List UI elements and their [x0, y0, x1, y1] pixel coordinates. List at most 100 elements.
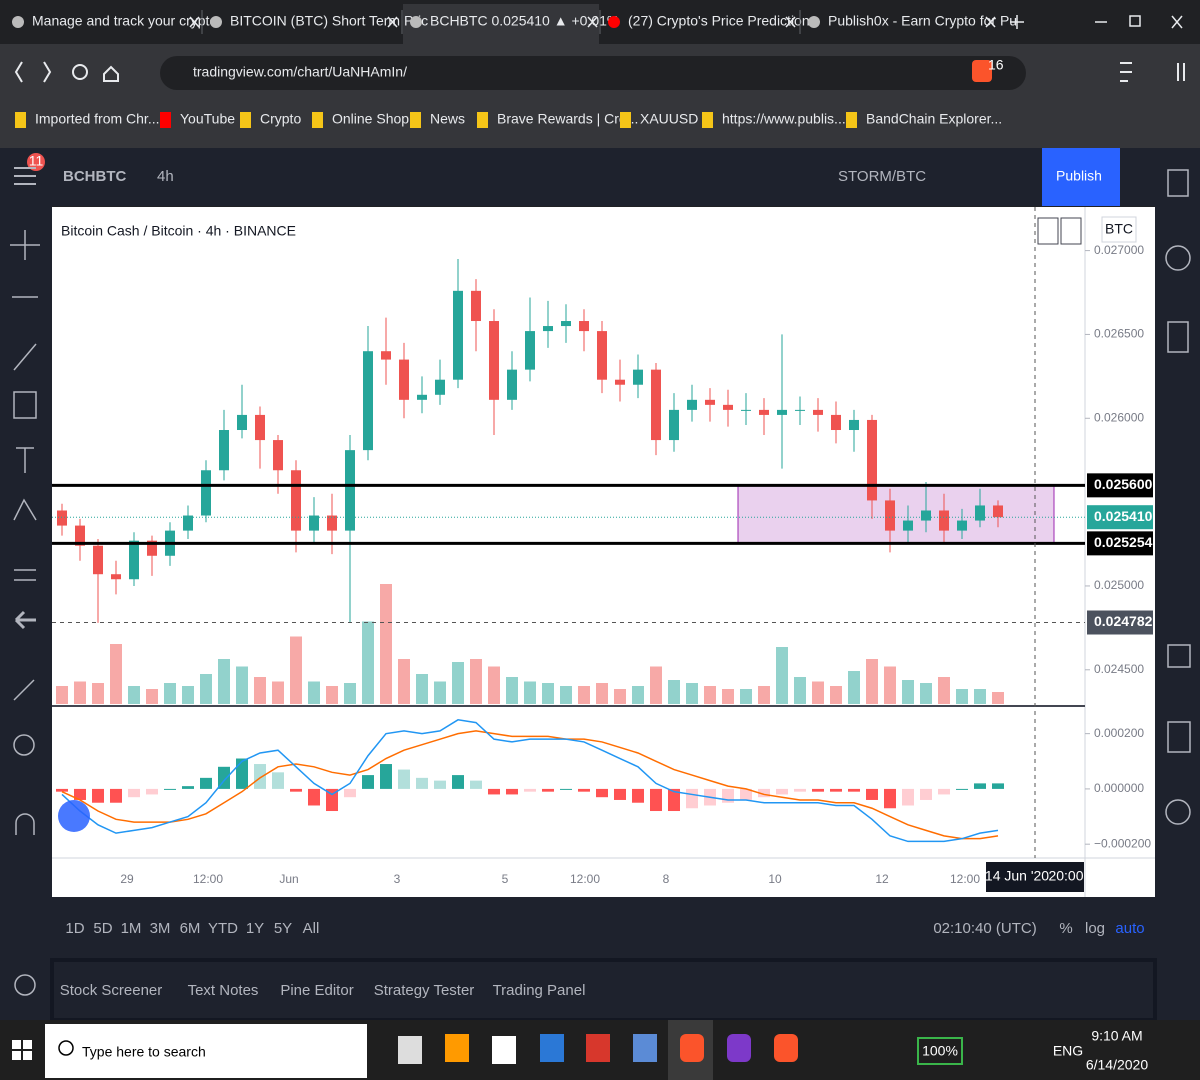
panel-tab[interactable]: Pine Editor [280, 982, 353, 999]
tab-close[interactable] [785, 16, 796, 28]
range-button[interactable]: 6M [180, 920, 201, 937]
chart-area[interactable] [52, 207, 1155, 897]
clock-date[interactable]: 6/14/2020 [1086, 1057, 1148, 1073]
tab-close[interactable] [189, 16, 200, 28]
bookmark[interactable]: XAUUSD [640, 111, 698, 127]
bookmark[interactable]: BandChain Explorer... [866, 111, 1002, 127]
brave-icon[interactable] [972, 60, 992, 82]
publish-button[interactable] [1042, 148, 1120, 206]
range-button[interactable]: 1Y [246, 920, 264, 937]
menu-icons[interactable] [1120, 62, 1185, 82]
macd-histogram [200, 777, 212, 789]
candle-body [93, 545, 103, 575]
candle-body [867, 419, 877, 501]
candle-body [759, 409, 769, 415]
tab-title[interactable]: (27) Crypto's Price Prediction [628, 13, 810, 29]
log-toggle[interactable]: log [1085, 920, 1105, 937]
tab-close[interactable] [587, 16, 598, 28]
candle-body [795, 409, 805, 411]
tab-icon [808, 16, 820, 28]
home[interactable] [103, 65, 119, 82]
candle-body [777, 409, 787, 415]
reset-button[interactable] [1060, 217, 1082, 245]
candle-body [975, 505, 985, 521]
tab-title[interactable]: BCHBTC 0.025410 ▲ +0.01% [430, 13, 619, 29]
taskbar-apps[interactable] [398, 1020, 798, 1080]
nav-arrows[interactable] [14, 61, 52, 83]
url[interactable]: tradingview.com/chart/UaNHAmIn/ [193, 64, 407, 80]
range-button[interactable]: YTD [208, 920, 238, 937]
interval[interactable]: 4h [157, 168, 174, 185]
tool-icons[interactable] [10, 169, 1191, 996]
time-label: 12:00 [950, 872, 980, 886]
bookmark[interactable]: https://www.publis... [722, 111, 846, 127]
publish[interactable]: Publish [1056, 168, 1102, 184]
search-placeholder[interactable]: Type here to search [82, 1044, 206, 1060]
range-button[interactable]: 1M [121, 920, 142, 937]
candle-body [363, 351, 373, 451]
window-controls[interactable] [1010, 15, 1183, 29]
panel-tab[interactable]: Trading Panel [493, 982, 586, 999]
active-tab[interactable] [403, 4, 599, 44]
tab-close[interactable] [985, 16, 996, 28]
search-box[interactable] [45, 1024, 367, 1078]
bookmark[interactable]: Online Shop [332, 111, 409, 127]
tv-menu[interactable] [14, 167, 36, 185]
candle-body [381, 351, 391, 360]
volume-bar [236, 666, 248, 704]
macd-histogram [812, 788, 824, 792]
panel-tab[interactable]: Text Notes [188, 982, 259, 999]
range-button[interactable]: 1D [65, 920, 84, 937]
search-icon [58, 1040, 74, 1056]
panel-tab[interactable]: Stock Screener [60, 982, 163, 999]
scale-label[interactable]: BTC [1105, 221, 1133, 237]
bookmark[interactable]: Brave Rewards | Cre... [497, 111, 638, 127]
clock-time[interactable]: 9:10 AM [1091, 1028, 1142, 1044]
volume-bar [740, 689, 752, 704]
bookmark[interactable]: News [430, 111, 465, 127]
tab-title[interactable]: Manage and track your crypto [32, 13, 217, 29]
candle-body [201, 470, 211, 516]
range-button[interactable]: 3M [150, 920, 171, 937]
bookmark[interactable]: Crypto [260, 111, 301, 127]
tab-close[interactable] [387, 16, 398, 28]
reload[interactable] [72, 64, 88, 80]
macd-histogram [830, 788, 842, 792]
volume-bar [830, 686, 842, 704]
macd-histogram [776, 788, 788, 795]
utc-clock[interactable]: 02:10:40 (UTC) [933, 920, 1036, 937]
battery[interactable]: 100% [922, 1043, 958, 1059]
language[interactable]: ENG [1053, 1043, 1083, 1059]
scale-label-box[interactable] [1101, 216, 1137, 243]
volume-bar [848, 671, 860, 704]
time-label: 5 [502, 872, 509, 886]
battery-box[interactable] [917, 1037, 963, 1065]
candle-body [345, 450, 355, 531]
scroll-button[interactable] [1037, 217, 1059, 245]
range-button[interactable]: 5Y [274, 920, 292, 937]
candle-body [525, 331, 535, 370]
range-button[interactable]: 5D [93, 920, 112, 937]
volume-bar [632, 686, 644, 704]
tab-title[interactable]: BITCOIN (BTC) Short Term Pric [230, 13, 428, 29]
volume-bar [812, 681, 824, 704]
bookmark-icon [846, 112, 857, 128]
bookmark[interactable]: YouTube [180, 111, 235, 127]
panel-tab[interactable]: Strategy Tester [374, 982, 475, 999]
range-button[interactable]: All [303, 920, 320, 937]
tab-title[interactable]: Publish0x - Earn Crypto for Pu [828, 13, 1017, 29]
symbol[interactable]: BCHBTC [63, 168, 126, 185]
bookmark[interactable]: Imported from Chr... [35, 111, 159, 127]
price-tick-label: 0.024500 [1094, 662, 1144, 676]
macd-histogram [542, 788, 554, 792]
tab-icon [608, 16, 620, 28]
compare[interactable]: STORM/BTC [838, 168, 926, 185]
start-button[interactable] [12, 1040, 32, 1060]
bookmark-icon [160, 112, 171, 128]
macd-line [61, 719, 999, 843]
auto-toggle[interactable]: auto [1115, 920, 1144, 937]
percent-toggle[interactable]: % [1059, 920, 1072, 937]
volume-bar [938, 677, 950, 704]
address-box[interactable] [160, 56, 1026, 90]
